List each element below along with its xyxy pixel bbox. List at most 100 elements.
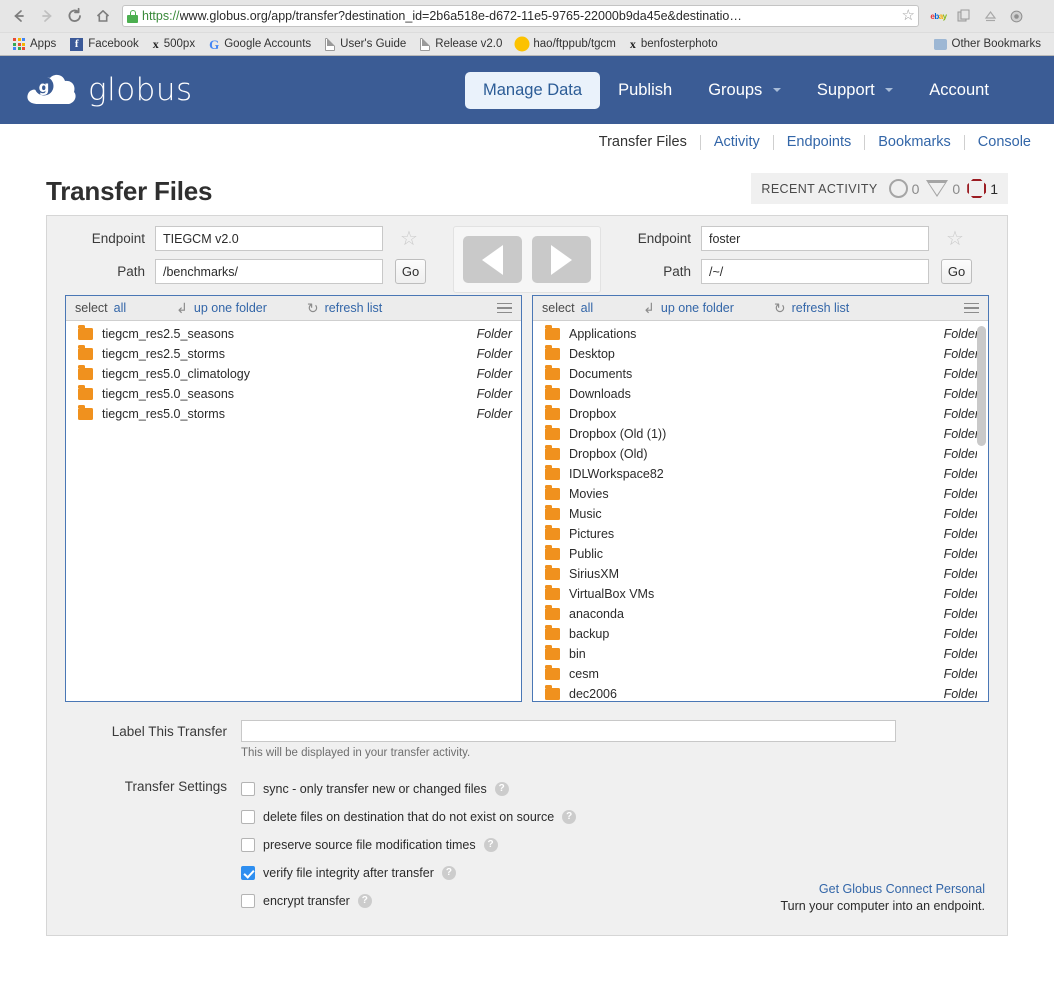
unknown-extension-icon[interactable] — [982, 8, 999, 25]
nav-item-support[interactable]: Support — [799, 72, 911, 109]
activity-stat-failed[interactable]: 1 — [967, 179, 998, 198]
help-icon[interactable]: ? — [494, 782, 509, 796]
file-row[interactable]: Downloads Folder — [533, 384, 988, 404]
transfer-option-checkbox[interactable] — [241, 866, 255, 880]
transfer-option-checkbox[interactable] — [241, 838, 255, 852]
activity-stat-inactive[interactable]: 0 — [926, 180, 960, 197]
label-transfer-input[interactable] — [241, 720, 896, 742]
transfer-left-button[interactable] — [463, 236, 522, 283]
file-row[interactable]: VirtualBox VMs Folder — [533, 584, 988, 604]
folder-icon — [545, 565, 560, 580]
nav-item-manage-data[interactable]: Manage Data — [465, 71, 601, 109]
get-globus-connect-personal-link[interactable]: Get Globus Connect Personal — [818, 882, 985, 896]
globus-logo[interactable]: g globus — [24, 69, 193, 111]
forward-arrow-icon[interactable] — [34, 3, 60, 29]
ebay-icon[interactable]: ebay — [930, 11, 947, 21]
bookmark-release-v2[interactable]: Release v2.0 — [413, 36, 509, 53]
bookmark-hao-ftppub-tgcm[interactable]: hao/ftppub/tgcm — [509, 36, 622, 52]
file-row[interactable]: tiegcm_res2.5_storms Folder — [66, 344, 521, 364]
source-endpoint-input[interactable] — [155, 226, 383, 251]
source-path-line: Path Go — [65, 259, 443, 284]
destination-endpoint-input[interactable] — [701, 226, 929, 251]
file-row[interactable]: tiegcm_res5.0_storms Folder — [66, 404, 521, 424]
help-icon[interactable]: ? — [441, 866, 456, 880]
file-row[interactable]: Applications Folder — [533, 324, 988, 344]
source-select-all[interactable]: select all — [75, 301, 126, 315]
destination-path-input[interactable] — [701, 259, 929, 284]
nav-item-publish[interactable]: Publish — [600, 72, 690, 109]
up-folder-label: up one folder — [660, 301, 734, 315]
folder-icon — [545, 665, 560, 680]
source-refresh-list[interactable]: ↻ refresh list — [307, 301, 382, 315]
file-row[interactable]: anaconda Folder — [533, 604, 988, 624]
file-row[interactable]: Pictures Folder — [533, 524, 988, 544]
tab-bookmarks[interactable]: Bookmarks — [865, 135, 965, 150]
source-up-one-folder[interactable]: ↲ up one folder — [176, 301, 267, 315]
destination-bookmark-star-icon[interactable]: ☆ — [946, 227, 964, 250]
chrome-menu-icon[interactable] — [1034, 8, 1048, 25]
file-row[interactable]: Desktop Folder — [533, 344, 988, 364]
file-row[interactable]: Public Folder — [533, 544, 988, 564]
gcp-subtext: Turn your computer into an endpoint. — [780, 899, 985, 913]
file-row[interactable]: tiegcm_res2.5_seasons Folder — [66, 324, 521, 344]
reload-icon[interactable] — [62, 3, 88, 29]
bookmark-facebook[interactable]: f Facebook — [63, 36, 146, 53]
bookmark-google-accounts[interactable]: G Google Accounts — [202, 36, 318, 53]
destination-up-one-folder[interactable]: ↲ up one folder — [643, 301, 734, 315]
destination-select-all[interactable]: select all — [542, 301, 593, 315]
transfer-option-checkbox[interactable] — [241, 782, 255, 796]
help-icon[interactable]: ? — [562, 810, 577, 824]
badge-icon[interactable] — [1008, 8, 1025, 25]
file-row[interactable]: Dropbox (Old (1)) Folder — [533, 424, 988, 444]
file-row[interactable]: IDLWorkspace82 Folder — [533, 464, 988, 484]
source-path-input[interactable] — [155, 259, 383, 284]
help-icon[interactable]: ? — [357, 894, 372, 908]
file-name: Public — [569, 547, 604, 561]
file-row[interactable]: bin Folder — [533, 644, 988, 664]
file-row[interactable]: Documents Folder — [533, 364, 988, 384]
file-row[interactable]: Movies Folder — [533, 484, 988, 504]
destination-scrollbar[interactable] — [977, 323, 986, 699]
source-go-button[interactable]: Go — [395, 259, 426, 284]
back-arrow-icon[interactable] — [6, 3, 32, 29]
destination-options-menu-icon[interactable] — [964, 302, 979, 314]
source-bookmark-star-icon[interactable]: ☆ — [400, 227, 418, 250]
nav-item-groups[interactable]: Groups — [690, 72, 799, 109]
facebook-icon: f — [70, 37, 84, 51]
bookmark-apps[interactable]: Apps — [6, 36, 63, 52]
file-row[interactable]: tiegcm_res5.0_seasons Folder — [66, 384, 521, 404]
other-bookmarks[interactable]: Other Bookmarks — [927, 36, 1048, 52]
file-row[interactable]: cesm Folder — [533, 664, 988, 684]
tab-activity[interactable]: Activity — [701, 135, 774, 150]
bookmark-500px[interactable]: x 500px — [146, 35, 202, 54]
bookmark-users-guide[interactable]: User's Guide — [318, 36, 413, 53]
activity-stat-succeeded[interactable]: 0 — [888, 179, 919, 198]
file-row[interactable]: backup Folder — [533, 624, 988, 644]
file-row[interactable]: Music Folder — [533, 504, 988, 524]
transfer-option-checkbox[interactable] — [241, 894, 255, 908]
bookmark-benfosterphoto[interactable]: x benfosterphoto — [623, 35, 725, 54]
destination-go-button[interactable]: Go — [941, 259, 972, 284]
file-row[interactable]: SiriusXM Folder — [533, 564, 988, 584]
transfer-right-button[interactable] — [532, 236, 591, 283]
tab-transfer-files[interactable]: Transfer Files — [586, 135, 701, 150]
nav-item-account[interactable]: Account — [911, 72, 1007, 109]
scrollbar-thumb[interactable] — [977, 326, 986, 446]
copy-icon[interactable] — [956, 8, 973, 25]
destination-refresh-list[interactable]: ↻ refresh list — [774, 301, 849, 315]
tab-endpoints[interactable]: Endpoints — [774, 135, 866, 150]
file-row[interactable]: Dropbox Folder — [533, 404, 988, 424]
file-name: Dropbox (Old) — [569, 447, 648, 461]
address-bar[interactable]: https:// www.globus.org/app/transfer?des… — [122, 5, 919, 27]
source-options-menu-icon[interactable] — [497, 302, 512, 314]
url-text: www.globus.org/app/transfer?destination_… — [179, 9, 742, 23]
tab-console[interactable]: Console — [977, 134, 1031, 150]
home-icon[interactable] — [90, 3, 116, 29]
file-row[interactable]: Dropbox (Old) Folder — [533, 444, 988, 464]
bookmark-star-icon[interactable]: ☆ — [901, 7, 915, 24]
file-row[interactable]: dec2006 Folder — [533, 684, 988, 701]
file-row[interactable]: tiegcm_res5.0_climatology Folder — [66, 364, 521, 384]
help-icon[interactable]: ? — [483, 838, 498, 852]
transfer-option-checkbox[interactable] — [241, 810, 255, 824]
activity-count: 1 — [990, 180, 998, 197]
